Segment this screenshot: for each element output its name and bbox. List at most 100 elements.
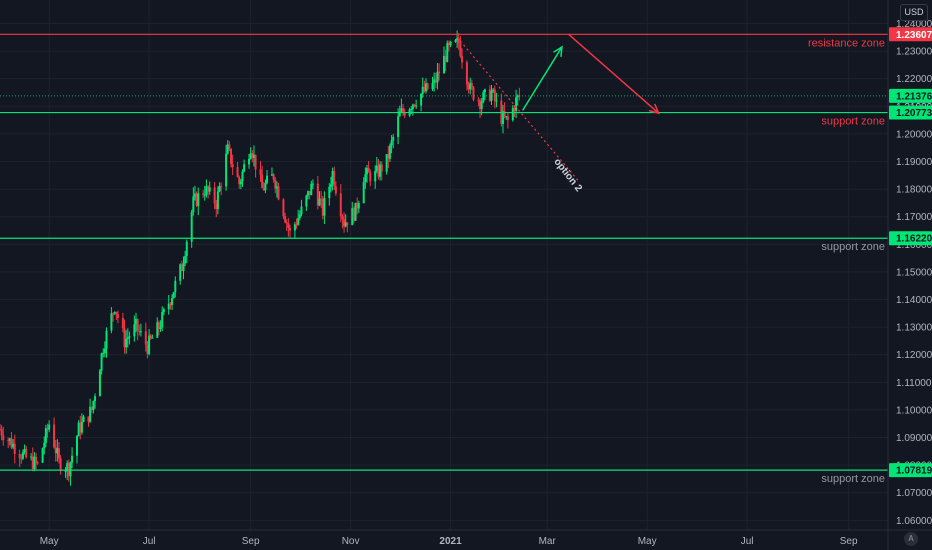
time-axis-bg xyxy=(0,530,932,550)
candle-body xyxy=(144,331,147,345)
candle-body xyxy=(298,214,301,219)
candle-body xyxy=(334,186,337,194)
time-tick-label: May xyxy=(638,536,657,547)
candle-body xyxy=(505,116,508,118)
candle-body xyxy=(274,179,277,189)
candle-body xyxy=(197,193,200,206)
candle-body xyxy=(515,97,518,111)
drawing-annotations[interactable]: option 2 xyxy=(456,33,660,194)
time-tick-label: Jul xyxy=(143,536,156,547)
candle-body xyxy=(225,153,228,187)
price-tick-label: 1.11000 xyxy=(896,378,932,389)
last-price-tag: 1.21376 xyxy=(896,91,932,102)
candle-body xyxy=(482,92,485,102)
candle-body xyxy=(288,228,291,231)
candle-body xyxy=(356,202,359,209)
candle-body xyxy=(323,198,326,216)
candle-body xyxy=(354,202,357,221)
candle-body xyxy=(346,222,349,226)
price-axis[interactable]: 1.060001.070001.080001.090001.100001.110… xyxy=(888,0,932,550)
candle-body xyxy=(54,447,57,454)
candle-body xyxy=(457,38,460,44)
candle-body xyxy=(465,62,468,85)
candle-body xyxy=(98,370,101,397)
candle-body xyxy=(215,203,218,210)
candle-body xyxy=(459,43,462,57)
candle-body xyxy=(272,174,275,180)
candle-body xyxy=(10,438,13,448)
candle-body xyxy=(41,448,44,463)
candle-body xyxy=(374,171,377,182)
candle-body xyxy=(293,224,296,231)
candle-body xyxy=(501,111,504,124)
candle-body xyxy=(438,71,441,74)
candle-body xyxy=(21,452,24,459)
currency-button[interactable]: USD xyxy=(900,4,928,21)
candle-body xyxy=(134,318,137,325)
candle-body xyxy=(23,448,26,453)
candle-body xyxy=(133,324,136,337)
candle-body xyxy=(420,93,423,106)
candle-body xyxy=(20,457,23,459)
candle-body xyxy=(116,314,119,318)
zone-label: support zone xyxy=(821,241,885,253)
candle-body xyxy=(220,186,223,188)
candle-body xyxy=(192,196,195,213)
candle-body xyxy=(123,328,126,348)
candle-body xyxy=(76,436,79,456)
candle-body xyxy=(398,111,401,117)
candle-body xyxy=(352,208,355,221)
candle-body xyxy=(56,448,59,454)
candle-body xyxy=(402,108,405,112)
candle-body xyxy=(483,89,486,93)
candle-body xyxy=(305,195,308,207)
level-price-tag: 1.07819 xyxy=(896,466,932,477)
price-tick-label: 1.15000 xyxy=(896,267,932,278)
up-arrow-head xyxy=(553,45,563,57)
candle-body xyxy=(162,309,165,313)
price-tick-label: 1.12000 xyxy=(896,350,932,361)
candle-body xyxy=(105,330,108,349)
price-tick-label: 1.23000 xyxy=(896,47,932,58)
candle-body xyxy=(57,448,60,459)
candle-body xyxy=(128,336,131,338)
candle-body xyxy=(307,191,310,196)
candle-body xyxy=(80,421,83,433)
option-2-dotted-line xyxy=(456,36,579,182)
candle-body xyxy=(320,198,323,200)
candle-body xyxy=(410,109,413,111)
candle-body xyxy=(43,442,46,449)
horizontal-levels[interactable]: resistance zone support zone support zone s… xyxy=(0,33,888,485)
candle-body xyxy=(282,199,285,216)
candle-body xyxy=(264,182,267,191)
candle-body xyxy=(423,86,426,92)
zone-label: support zone xyxy=(821,473,885,485)
candle-body xyxy=(375,165,378,172)
candle-body xyxy=(159,327,162,329)
candle-body xyxy=(456,38,459,41)
candle-body xyxy=(136,318,139,331)
candle-body xyxy=(424,83,427,92)
candle-body xyxy=(79,422,82,433)
level-price-tag-bg xyxy=(889,231,932,246)
candle-body xyxy=(31,456,34,469)
candle-body xyxy=(171,298,174,305)
candle-body xyxy=(148,335,151,354)
candle-body xyxy=(149,335,152,338)
candle-body xyxy=(275,186,278,189)
candle-body xyxy=(287,223,290,229)
candle-body xyxy=(447,43,450,46)
candle-body xyxy=(92,401,95,411)
price-tick-label: 1.24000 xyxy=(896,19,932,30)
down-arrow xyxy=(568,33,660,114)
candle-body xyxy=(184,256,187,264)
candle-body xyxy=(77,422,80,437)
candle-body xyxy=(248,158,251,165)
candle-body xyxy=(341,216,344,220)
candle-body xyxy=(138,330,141,332)
candle-body xyxy=(351,208,354,226)
candle-body xyxy=(415,105,418,107)
candle-body xyxy=(30,456,33,458)
